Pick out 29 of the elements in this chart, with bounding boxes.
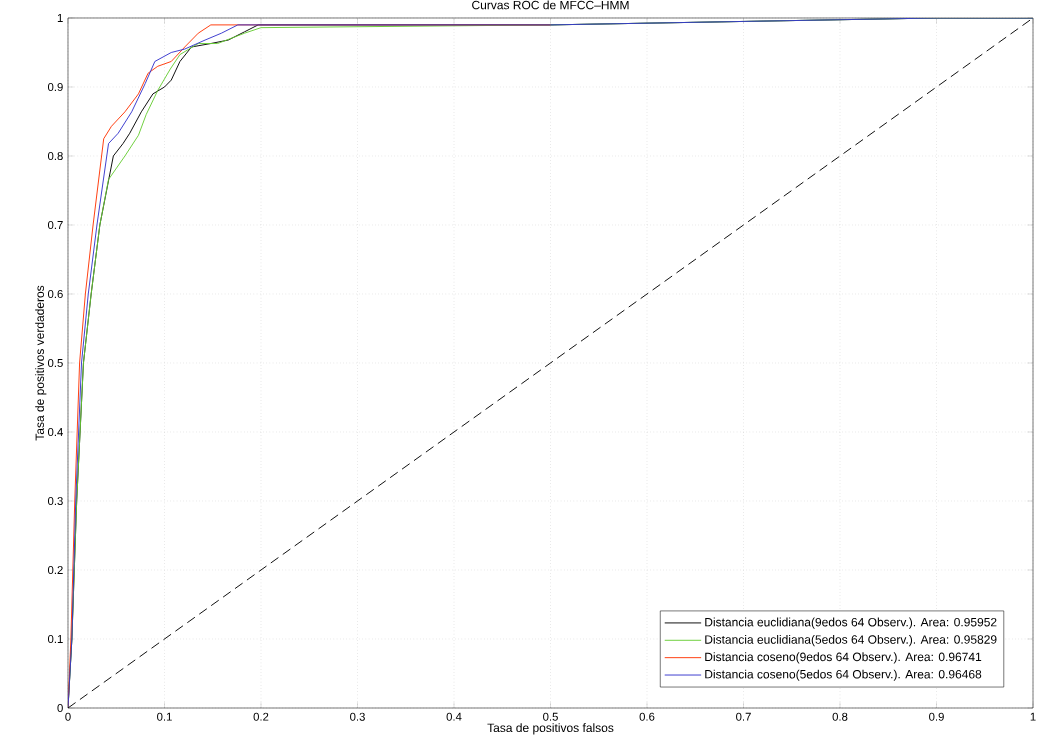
y-tick-label: 0.2 [47, 566, 63, 574]
x-tick-label: 0.5 [543, 712, 558, 721]
y-tick-label: 0.8 [47, 151, 63, 160]
y-tick-label: 0.4 [47, 427, 63, 436]
legend-label: Distancia euclidiana(5edos 64 Observ.). Area: 0.95829 [705, 634, 997, 647]
x-tick-label: 0.6 [639, 712, 655, 721]
x-tick-label: 0.3 [350, 712, 365, 721]
y-tick-label: 0.6 [47, 289, 63, 298]
y-tick-label: 0.7 [47, 220, 63, 229]
x-tick-label: 0.1 [157, 712, 172, 721]
x-tick-label: 0.7 [736, 712, 751, 721]
y-tick-label: 0.9 [47, 82, 63, 91]
y-axis-title: Tasa de positivos verdaderos [35, 285, 47, 441]
y-tick-label: 0.5 [47, 358, 63, 367]
y-tick-label: 0.1 [47, 635, 63, 644]
x-axis-title: Tasa de positivos falsos [487, 723, 614, 735]
x-tick-label: 1 [1030, 712, 1036, 721]
x-tick-label: 0.2 [253, 712, 269, 721]
chart-title: Curvas ROC de MFCC–HMM [472, 0, 629, 10]
x-tick-label: 0.9 [929, 712, 944, 721]
y-tick-label: 1 [57, 14, 63, 22]
y-tick-label: 0 [57, 704, 63, 713]
y-tick-label: 0.3 [47, 497, 63, 505]
legend-label: Distancia euclidiana(9edos 64 Observ.). Area: 0.95952 [705, 617, 997, 629]
x-tick-label: 0.8 [832, 712, 848, 721]
legend-label: Distancia coseno(9edos 64 Observ.). Area: 0.96741 [705, 652, 982, 664]
legend-label: Distancia coseno(5edos 64 Observ.). Area: 0.96468 [705, 669, 982, 681]
x-tick-label: 0 [65, 712, 71, 721]
x-tick-label: 0.4 [446, 712, 462, 721]
